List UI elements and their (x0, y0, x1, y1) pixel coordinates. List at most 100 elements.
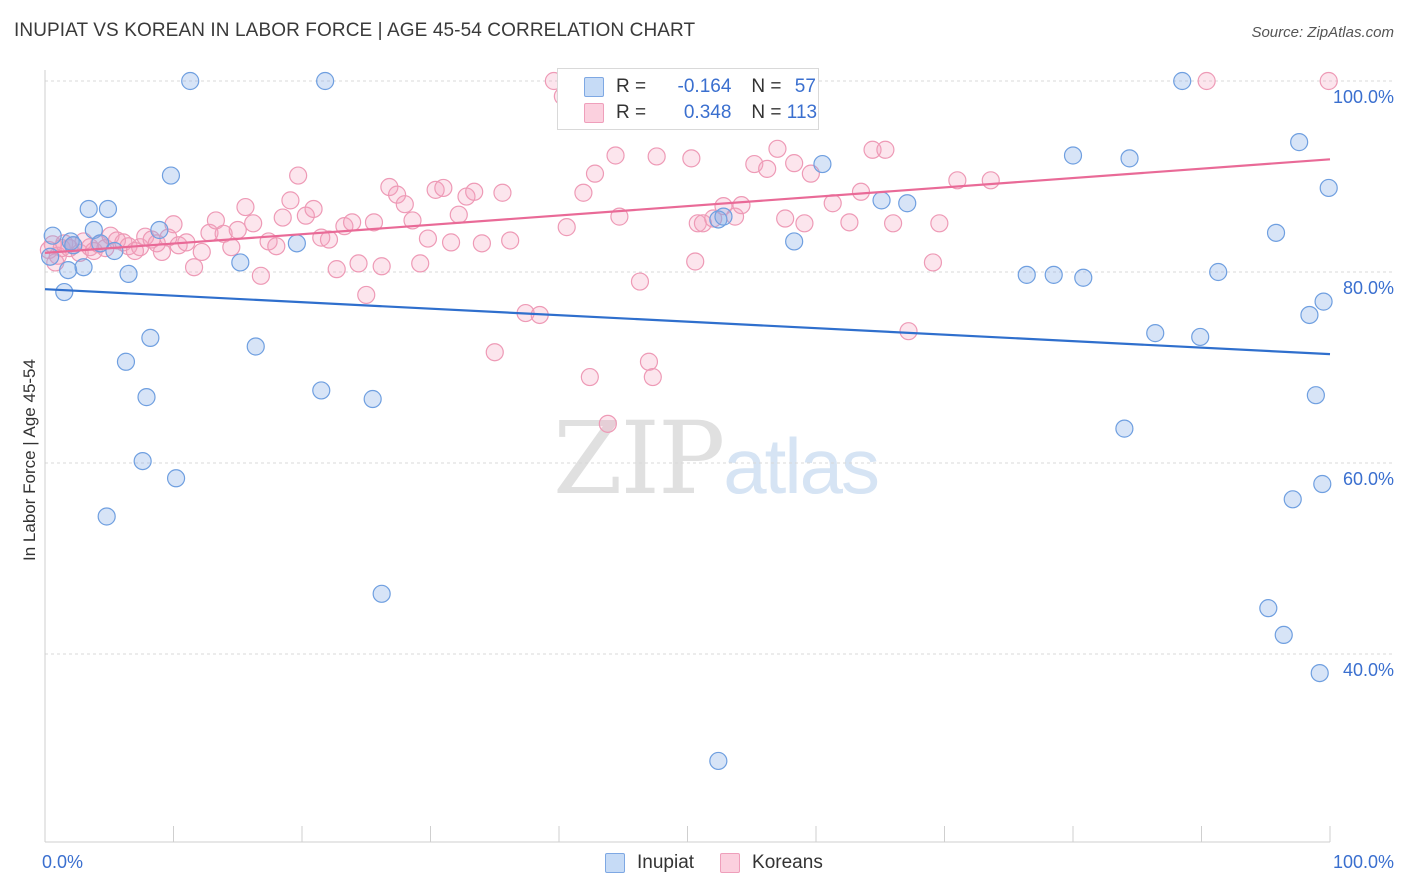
koreans-point (251, 266, 270, 285)
inupiat-swatch (605, 853, 625, 873)
inupiat-point (59, 260, 78, 280)
n-label: N = (751, 102, 782, 123)
legend-label: Koreans (752, 852, 823, 873)
inupiat-point (1209, 262, 1228, 282)
inupiat-point (181, 71, 200, 91)
koreans-swatch (584, 103, 604, 123)
koreans-point (557, 218, 576, 237)
koreans-point (1319, 71, 1338, 91)
inupiat-point (116, 352, 136, 371)
inupiat-point (150, 220, 169, 240)
inupiat-point (133, 451, 152, 471)
koreans-point (319, 230, 339, 249)
koreans-point (574, 183, 593, 202)
koreans-point (851, 182, 871, 201)
inupiat-point (79, 199, 98, 219)
koreans-point (598, 414, 617, 433)
n-value: 113 (786, 102, 818, 123)
koreans-point (899, 322, 918, 341)
inupiat-point (312, 381, 331, 400)
axes (44, 70, 1331, 843)
koreans-point (387, 185, 407, 204)
koreans-point (222, 238, 241, 257)
inupiat-point (1283, 490, 1302, 509)
koreans-point (682, 149, 701, 168)
inupiat-point (709, 751, 728, 771)
koreans-point (776, 209, 795, 228)
inupiat-point (43, 226, 62, 245)
koreans-point (418, 229, 438, 248)
inupiat-point (74, 258, 93, 277)
inupiat-point (1290, 133, 1309, 152)
koreans-point (981, 171, 1000, 190)
inupiat-point (161, 166, 181, 185)
koreans-point (357, 285, 376, 305)
inupiat-point (1063, 146, 1083, 165)
koreans-point (630, 272, 650, 291)
x-tick-label: 0.0% (42, 852, 84, 872)
koreans-point (214, 224, 233, 243)
koreans-point (758, 159, 777, 178)
inupiat-point (872, 191, 891, 210)
inupiat-point (41, 247, 60, 266)
koreans-point (228, 220, 247, 240)
koreans-point (434, 178, 453, 198)
inupiat-point (105, 241, 124, 261)
koreans-point (823, 194, 842, 213)
koreans-point (639, 352, 659, 371)
inupiat-point (372, 584, 391, 603)
inupiat-point (316, 71, 335, 91)
inupiat-point (898, 194, 917, 213)
koreans-point (493, 183, 512, 202)
inupiat-point (1120, 149, 1139, 168)
koreans-point (349, 254, 368, 273)
inupiat-point (1300, 305, 1319, 325)
koreans-point (732, 196, 751, 215)
koreans-point (472, 234, 491, 253)
koreans-point (876, 140, 895, 159)
inupiat-point (813, 154, 832, 174)
koreans-point (411, 254, 430, 273)
legend-label: Inupiat (637, 852, 695, 873)
watermark-zip: ZIP (553, 400, 725, 517)
koreans-point (585, 164, 605, 183)
inupiat-point (1266, 223, 1286, 242)
koreans-point (923, 253, 943, 272)
inupiat-point (55, 282, 74, 302)
koreans-point (244, 214, 263, 233)
x-tick-label: 100.0% (1332, 852, 1394, 872)
koreans-point (686, 252, 705, 271)
koreans-point (206, 211, 226, 230)
r-value: -0.164 (677, 76, 732, 97)
koreans-point (930, 214, 949, 233)
koreans-point (948, 171, 967, 190)
koreans-swatch (720, 853, 741, 873)
watermark: ZIPatlas (553, 400, 880, 517)
inupiat-swatch (584, 77, 604, 97)
inupiat-point (1274, 625, 1293, 645)
koreans-trend-line (44, 158, 1331, 254)
koreans-point (768, 139, 787, 158)
r-label: R = (616, 76, 647, 97)
inupiat-trend-line (44, 288, 1331, 356)
inupiat-point (1313, 474, 1332, 494)
inupiat-point (785, 232, 804, 251)
koreans-point (785, 154, 804, 173)
y-tick-label: 40.0% (1342, 660, 1394, 680)
koreans-point (606, 146, 625, 165)
koreans-point (883, 214, 903, 233)
chart-title: INUPIAT VS KOREAN IN LABOR FORCE | AGE 4… (14, 20, 696, 41)
koreans-point (395, 195, 414, 214)
inupiat-point (166, 469, 186, 488)
grid-lines (45, 80, 1392, 655)
series-legend: Inupiat Koreans (605, 852, 849, 874)
koreans-point (840, 213, 859, 232)
inupiat-point (714, 207, 733, 226)
y-axis-label: In Labor Force | Age 45-54 (20, 359, 39, 561)
inupiat-point (287, 234, 306, 253)
r-value: 0.348 (683, 102, 732, 123)
koreans-point (643, 367, 662, 387)
inupiat-point (1044, 265, 1063, 284)
watermark-atlas: atlas (723, 422, 880, 510)
